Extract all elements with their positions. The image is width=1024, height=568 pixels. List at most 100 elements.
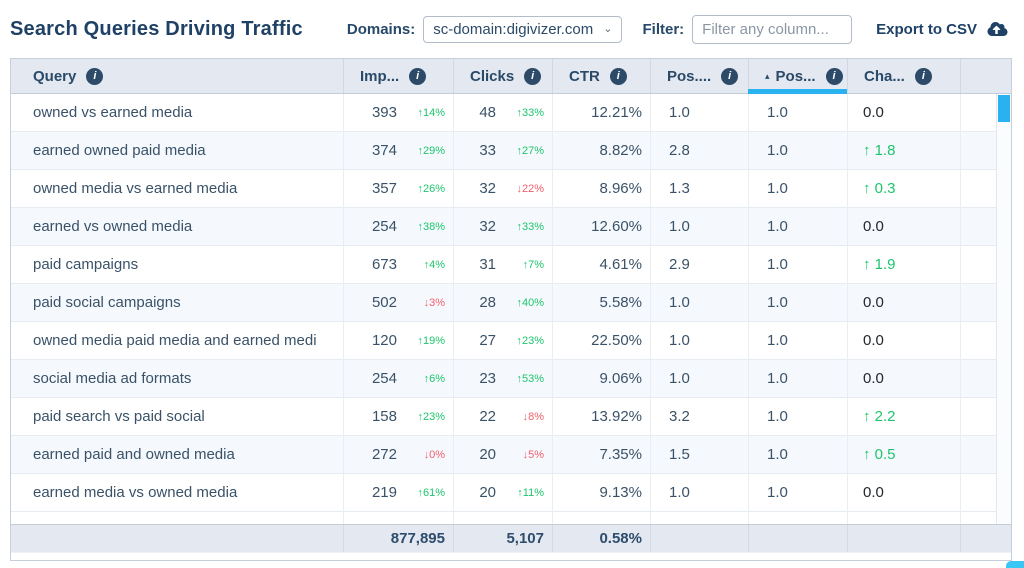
header-filler [961,59,1011,93]
partial-cell [553,512,651,524]
query-cell: owned media paid media and earned medi [11,322,344,359]
column-header-imp[interactable]: Imp... i [344,59,454,93]
column-header-pos2[interactable]: ▴ Pos... i [748,59,848,94]
info-icon[interactable]: i [524,67,542,85]
export-csv-button[interactable]: Export to CSV [876,21,1008,38]
impressions-cell: 120 ↑19% [344,322,454,359]
table-header-row: Query i Imp... i Clicks i CTR i Pos.... i ▴ Pos... i… [11,59,1011,94]
position-after-cell: 1.0 [749,132,848,169]
clicks-cell: 32 ↓22% [454,170,553,207]
info-icon[interactable]: i [86,67,104,85]
row-filler [961,170,996,207]
row-filler [961,208,996,245]
ctr-cell: 22.50% [553,322,651,359]
row-filler [961,94,996,131]
column-header-label: Pos... [775,67,816,85]
row-filler [961,246,996,283]
table-row[interactable]: owned media paid media and earned medi 12… [11,322,996,360]
table-row[interactable]: social media ad formats 254 ↑6% 23 ↑53% 9.06%… [11,360,996,398]
info-icon[interactable]: i [825,67,843,85]
impressions-cell-change: ↓3% [423,296,445,309]
toolbar-controls: Domains: sc-domain:digivizer.com ⌄ Filte… [346,14,1008,44]
horizontal-scrollbar-track[interactable] [11,552,1011,560]
domains-select[interactable]: sc-domain:digivizer.com ⌄ [423,15,623,43]
impressions-cell: 254 ↑6% [344,360,454,397]
column-header-label: CTR [569,67,600,85]
impressions-cell-value: 357 [371,180,397,197]
table-row[interactable]: paid social campaigns 502 ↓3% 28 ↑40% 5.58% 1.… [11,284,996,322]
impressions-cell-change: ↑19% [417,334,445,347]
clicks-cell-value: 32 [479,218,496,235]
query-cell: owned vs earned media [11,94,344,131]
clicks-cell: 33 ↑27% [454,132,553,169]
table-rows: owned vs earned media 393 ↑14% 48 ↑33% 12.21%… [11,94,996,524]
change-cell: 0.0 [848,94,961,131]
chat-widget-bubble[interactable] [1006,561,1024,568]
ctr-cell: 9.13% [553,474,651,511]
ctr-cell: 5.58% [553,284,651,321]
clicks-cell: 22 ↓8% [454,398,553,435]
position-after-cell: 1.0 [749,208,848,245]
clicks-cell-value: 20 [479,446,496,463]
table-row[interactable]: earned owned paid media 374 ↑29% 33 ↑27% 8.82… [11,132,996,170]
impressions-cell-change: ↑4% [423,258,445,271]
row-filler [961,284,996,321]
domains-label: Domains: [346,20,416,38]
info-icon[interactable]: i [914,67,932,85]
position-before-cell: 1.0 [651,94,749,131]
impressions-cell-change: ↑23% [417,410,445,423]
impressions-cell-change: ↓0% [423,448,445,461]
table-row[interactable]: paid search vs paid social 158 ↑23% 22 ↓8% 13… [11,398,996,436]
position-after-cell: 1.0 [749,474,848,511]
impressions-cell-change: ↑29% [417,144,445,157]
clicks-cell-change: ↑33% [516,106,544,119]
impressions-cell: 219 ↑61% [344,474,454,511]
query-cell: owned media vs earned media [11,170,344,207]
partial-cell [11,512,344,524]
column-header-label: Cha... [864,67,905,85]
clicks-cell: 32 ↑33% [454,208,553,245]
info-icon[interactable]: i [721,67,739,85]
clicks-cell-change: ↑7% [522,258,544,271]
change-value: 0.0 [863,104,884,121]
vertical-scrollbar-track[interactable] [996,94,1011,524]
clicks-cell-value: 23 [479,370,496,387]
column-header-query[interactable]: Query i [11,59,344,93]
row-filler [961,360,996,397]
table-body: owned vs earned media 393 ↑14% 48 ↑33% 12.21%… [11,94,1011,524]
table-row[interactable]: earned vs owned media 254 ↑38% 32 ↑33% 12.60%… [11,208,996,246]
clicks-cell-value: 31 [479,256,496,273]
ctr-cell: 12.21% [553,94,651,131]
column-header-ctr[interactable]: CTR i [553,59,651,93]
table-row[interactable]: earned media vs owned media 219 ↑61% 20 ↑11%… [11,474,996,512]
impressions-cell-value: 120 [371,332,397,349]
clicks-cell-value: 28 [479,294,496,311]
table-totals-row: 877,895 5,107 0.58% [11,524,1011,552]
vertical-scrollbar-thumb[interactable] [998,95,1010,122]
clicks-cell-change: ↓5% [522,448,544,461]
column-header-clicks[interactable]: Clicks i [454,59,553,93]
queries-table: Query i Imp... i Clicks i CTR i Pos.... i ▴ Pos... i… [10,58,1012,561]
change-cell: ↑ 0.5 [848,436,961,473]
table-row[interactable]: owned vs earned media 393 ↑14% 48 ↑33% 12.21%… [11,94,996,132]
clicks-cell-change: ↑53% [516,372,544,385]
change-cell: 0.0 [848,474,961,511]
info-icon[interactable]: i [609,67,627,85]
impressions-cell: 374 ↑29% [344,132,454,169]
filter-input[interactable] [692,14,853,44]
ctr-cell: 8.96% [553,170,651,207]
change-value: ↑ 1.9 [863,256,896,273]
partial-cell [749,512,848,524]
info-icon[interactable]: i [409,67,427,85]
change-value: ↑ 1.8 [863,142,896,159]
table-row[interactable]: paid campaigns 673 ↑4% 31 ↑7% 4.61% 2.9 1.0 ↑ 1.… [11,246,996,284]
impressions-cell-value: 219 [371,484,397,501]
clicks-cell-value: 22 [479,408,496,425]
table-row[interactable]: earned paid and owned media 272 ↓0% 20 ↓5% 7.… [11,436,996,474]
position-after-cell: 1.0 [749,436,848,473]
column-header-cha[interactable]: Cha... i [848,59,961,93]
totals-query-cell [11,525,344,552]
column-header-pos1[interactable]: Pos.... i [651,59,749,93]
table-row[interactable]: owned media vs earned media 357 ↑26% 32 ↓22%… [11,170,996,208]
change-cell: ↑ 0.3 [848,170,961,207]
